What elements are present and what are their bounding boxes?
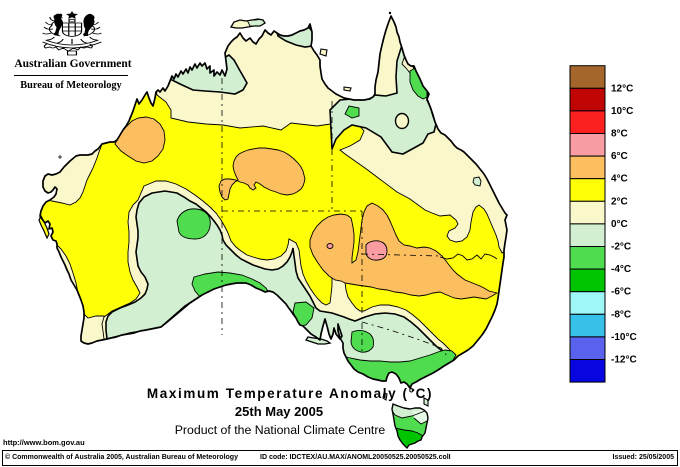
svg-text:12°C: 12°C (611, 83, 633, 94)
svg-text:0°C: 0°C (611, 219, 628, 230)
svg-text:-4°C: -4°C (611, 264, 631, 275)
svg-text:-6°C: -6°C (611, 287, 631, 298)
svg-text:2°C: 2°C (611, 196, 628, 207)
svg-text:-2°C: -2°C (611, 242, 631, 253)
svg-text:-10°C: -10°C (611, 332, 637, 343)
svg-text:-12°C: -12°C (611, 355, 637, 366)
svg-text:8°C: 8°C (611, 129, 628, 140)
svg-text:10°C: 10°C (611, 106, 633, 117)
svg-text:4°C: 4°C (611, 174, 628, 185)
svg-text:-8°C: -8°C (611, 309, 631, 320)
svg-text:6°C: 6°C (611, 151, 628, 162)
